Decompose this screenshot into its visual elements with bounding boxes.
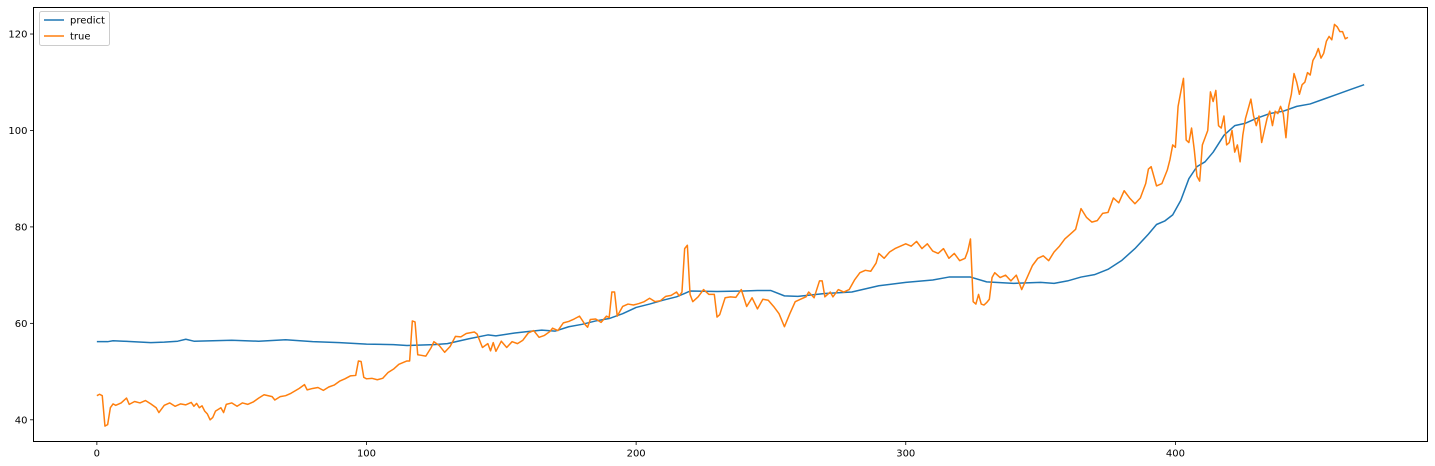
y-tick-label: 100 bbox=[8, 126, 27, 137]
x-tick-label: 300 bbox=[896, 449, 915, 460]
series-line-predict bbox=[96, 83, 1365, 347]
y-tick-label: 60 bbox=[15, 319, 28, 330]
legend-predict-label: predict bbox=[70, 16, 105, 27]
y-axis: 40 60 80 100 120 bbox=[8, 30, 34, 426]
x-tick-label: 200 bbox=[627, 449, 646, 460]
legend: predict true bbox=[39, 11, 110, 46]
plot-area bbox=[96, 23, 1365, 427]
plot-frame bbox=[33, 7, 1428, 442]
legend-true-label: true bbox=[70, 32, 91, 43]
x-tick-label: 0 bbox=[94, 449, 100, 460]
y-tick-label: 80 bbox=[15, 222, 28, 233]
x-tick-label: 100 bbox=[357, 449, 376, 460]
x-axis: 0 100 200 300 400 bbox=[94, 441, 1185, 460]
series-line-true bbox=[96, 23, 1349, 427]
x-tick-label: 400 bbox=[1166, 449, 1185, 460]
y-tick-label: 40 bbox=[15, 415, 28, 426]
y-tick-label: 120 bbox=[8, 30, 27, 41]
